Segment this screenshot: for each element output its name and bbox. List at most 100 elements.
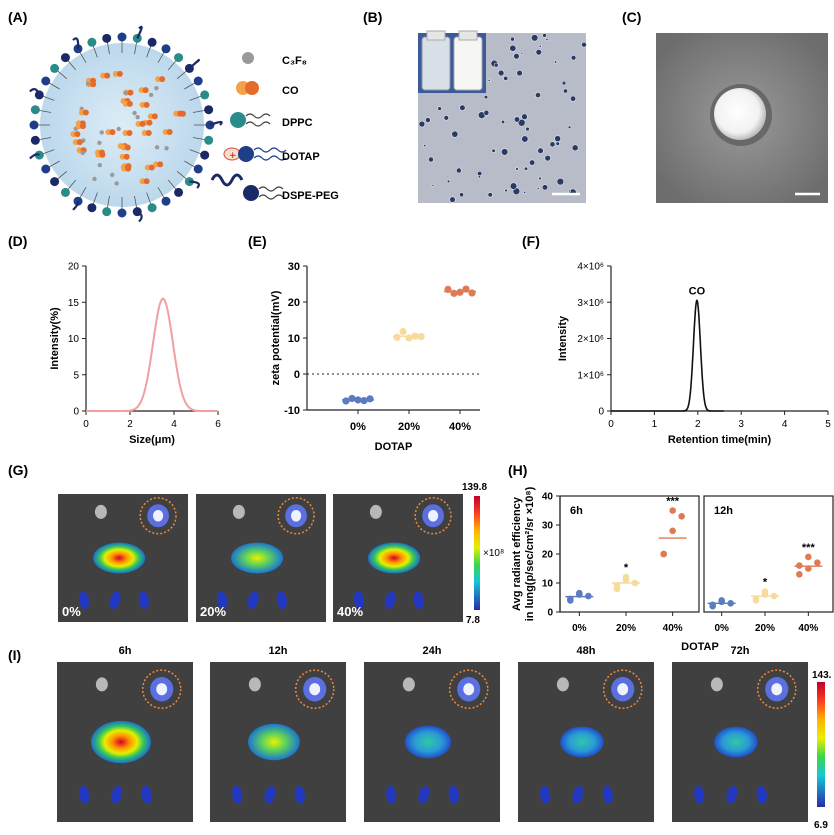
microbubble-dot xyxy=(501,148,509,156)
lipid-head xyxy=(87,37,97,47)
tile-label: 20% xyxy=(200,604,226,619)
microbubble-dot xyxy=(493,62,499,68)
co-molecule xyxy=(146,119,153,126)
co-molecule xyxy=(177,110,184,117)
x-tick-label: 0 xyxy=(83,419,89,430)
time-label: 48h xyxy=(577,645,596,657)
microbubble-dot xyxy=(428,156,434,163)
legend-label-dotap: DOTAP xyxy=(282,151,320,163)
liver-heat xyxy=(93,542,146,574)
co-molecule xyxy=(159,76,166,83)
microbubble-dot xyxy=(509,182,518,190)
data-point xyxy=(462,285,470,293)
kidney xyxy=(247,591,259,610)
y-tick-label: 10 xyxy=(288,333,300,345)
chart-gc-retention: 0 1×10⁶ 2×10⁶ 3×10⁶ 4×10⁶ 0 1 2 3 4 5 CO Retention t… xyxy=(557,262,831,447)
y-tick-label: 30 xyxy=(288,261,300,273)
microbubble-dot xyxy=(500,119,506,124)
peg-chain xyxy=(136,25,143,39)
peg-chain xyxy=(29,153,40,160)
lipid-head xyxy=(29,120,39,130)
y-tick-label: 0 xyxy=(547,608,553,619)
x-tick-label: 4 xyxy=(171,419,177,430)
microbubble-dot xyxy=(536,187,540,190)
microbubble-dot xyxy=(521,135,529,143)
x-tick-label: 40% xyxy=(798,623,818,634)
microbubble-dot xyxy=(581,41,587,48)
data-point xyxy=(678,513,685,520)
c3f8-molecule xyxy=(97,140,102,146)
panel-label-i: (I) xyxy=(8,647,21,663)
y-tick-label: 10 xyxy=(542,579,554,590)
time-label: 6h xyxy=(119,645,132,657)
kidney xyxy=(353,591,365,610)
co-molecule xyxy=(148,164,155,171)
lipid-head xyxy=(204,135,214,145)
x-tick-label: 0 xyxy=(608,419,614,430)
data-point xyxy=(796,571,803,578)
y-axis-label: Intensity xyxy=(557,315,569,361)
data-point xyxy=(354,396,362,404)
heart xyxy=(710,677,723,692)
kidney xyxy=(216,591,228,610)
microbubble-schematic xyxy=(29,25,223,223)
kidney xyxy=(386,785,397,804)
peg-chain xyxy=(29,88,41,96)
data-point xyxy=(456,288,464,296)
microbubble-dot xyxy=(561,80,567,86)
legend-a: C₃F₈ CO DPPC + DOTAP DSPE-PEG xyxy=(210,52,339,202)
chart-size-distribution: 0 5 10 15 20 0 2 4 6 Size(μm) Intensity(%) xyxy=(49,262,221,447)
data-point xyxy=(585,592,592,600)
panel-label-b: (B) xyxy=(363,9,382,25)
panel-label-e: (E) xyxy=(248,233,267,249)
kidney xyxy=(109,591,121,610)
microbubble-dot xyxy=(541,184,549,191)
lung-highlight-circle xyxy=(448,669,489,709)
microbubble-dot xyxy=(477,175,482,179)
microscopy-image xyxy=(418,30,587,203)
data-point xyxy=(360,397,368,405)
co-molecule xyxy=(157,161,164,168)
blue-cationic-lipid-icon: + xyxy=(223,146,287,162)
data-point xyxy=(718,597,725,604)
lung-highlight xyxy=(427,510,439,522)
time-label: 72h xyxy=(731,645,750,657)
microbubble-dot xyxy=(510,36,515,42)
liver-heat xyxy=(91,720,151,764)
microbubble-dot xyxy=(513,116,521,123)
y-tick-label: 10 xyxy=(68,334,80,345)
y-tick-label: 0 xyxy=(294,369,300,381)
x-tick-label: 0% xyxy=(350,421,366,433)
data-point xyxy=(770,592,778,600)
microbubble-dot xyxy=(521,113,528,120)
scale-max-i: 143. xyxy=(812,670,832,681)
y-tick-label: 40 xyxy=(542,492,554,503)
scale-max-g: 139.8 xyxy=(462,482,487,493)
lipid-head xyxy=(117,208,127,218)
co-molecule xyxy=(79,123,86,130)
y-tick-label: 1×10⁶ xyxy=(577,370,604,381)
y-tick-label: 30 xyxy=(542,521,554,532)
liver-heat xyxy=(231,542,284,574)
x-axis-label: DOTAP xyxy=(681,641,719,653)
c3f8-molecule xyxy=(135,114,140,120)
liver-heat xyxy=(404,725,452,759)
microbubble-dot xyxy=(535,92,541,99)
liver-heat xyxy=(560,726,604,758)
co-molecule xyxy=(166,128,173,135)
liver-heat xyxy=(368,542,421,574)
tile-label: 40% xyxy=(337,604,363,619)
c3f8-molecule xyxy=(110,172,115,178)
microbubble-dot xyxy=(431,184,435,187)
peg-chain xyxy=(188,58,200,70)
microbubble-dot xyxy=(529,159,536,166)
microbubble-dot xyxy=(455,167,462,174)
data-point xyxy=(399,327,407,336)
lipid-head xyxy=(50,63,60,73)
x-tick-label: 20% xyxy=(755,623,775,634)
x-tick-label: 2 xyxy=(695,419,701,430)
data-point xyxy=(805,553,812,561)
svg-text:+: + xyxy=(229,151,237,161)
data-point xyxy=(727,600,734,607)
lung-highlight xyxy=(290,510,302,522)
